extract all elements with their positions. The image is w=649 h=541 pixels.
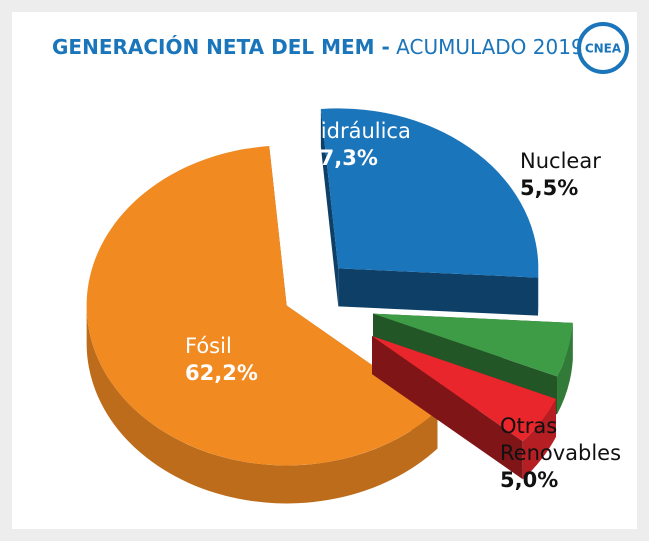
category-label: Fósil [185,334,232,358]
subtitle: ACUMULADO 2019 [396,35,584,59]
slice-label: Nuclear 5,5% [520,148,649,202]
value-label: 27,3% [305,146,378,170]
slice-wall [338,268,538,316]
chart-title: GENERACIÓN NETA DEL MEM - ACUMULADO 2019 [52,35,584,59]
category-label: Otras Renovables [500,414,622,465]
value-label: 5,5% [520,176,579,200]
logo: CNEA [585,42,622,56]
slice-top [372,336,557,442]
slice-label: Hidráulica 27,3% [305,118,435,172]
slice [372,336,557,480]
slice-side [86,305,438,504]
category-label: Nuclear [520,149,601,173]
slice-top [373,313,573,377]
slice-wall [372,336,523,480]
title: GENERACIÓN NETA DEL MEM - [52,35,390,59]
pie [86,108,573,504]
slice-wall [320,109,339,307]
slice-label: Otras Renovables 5,0% [500,413,630,494]
slice-side [522,398,557,480]
category-label: Hidráulica [305,119,411,143]
slice [320,108,539,316]
slice [86,146,438,504]
logo-ring [577,22,629,74]
value-label: 5,0% [500,468,559,492]
slice-top [86,146,438,466]
slice-side [557,322,573,415]
slice-label: Fósil 62,2% [185,333,315,387]
slice-top [320,108,539,278]
value-label: 62,2% [185,361,258,385]
